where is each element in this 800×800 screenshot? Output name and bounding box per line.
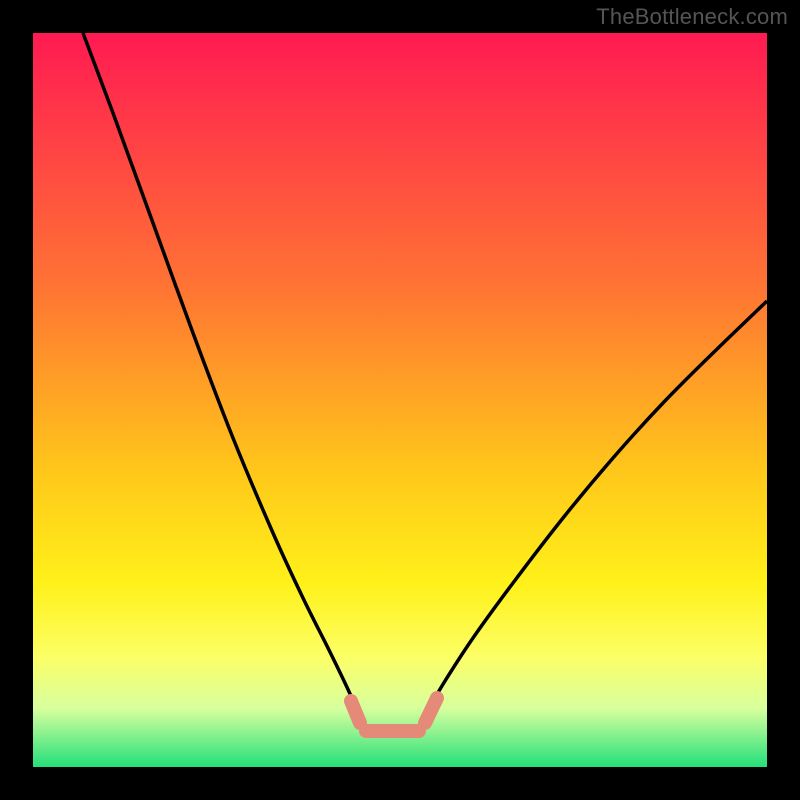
trough-segment <box>425 698 437 723</box>
trough-marker <box>351 698 437 731</box>
trough-segment <box>351 701 360 723</box>
watermark-text: TheBottleneck.com <box>596 4 788 30</box>
chart-svg <box>33 33 767 767</box>
curve-left <box>83 33 355 705</box>
curve-right <box>431 301 767 705</box>
chart-plot-area <box>33 33 767 767</box>
